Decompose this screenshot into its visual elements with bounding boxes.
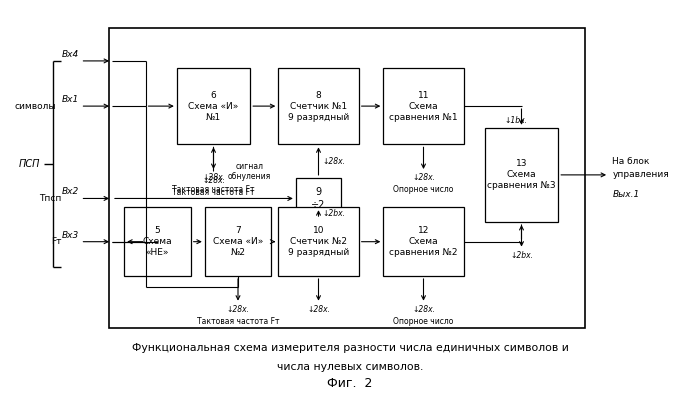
Text: 5
Схема
«НЕ»: 5 Схема «НЕ» [143, 226, 172, 257]
Text: 12
Схема
сравнения №2: 12 Схема сравнения №2 [389, 226, 458, 257]
Text: 6
Схема «И»
№1: 6 Схема «И» №1 [188, 90, 239, 122]
Bar [108, 28, 584, 328]
Bar [295, 178, 342, 219]
Text: управления: управления [612, 171, 669, 179]
Text: Вх4: Вх4 [62, 50, 79, 59]
Text: ↓1bх.: ↓1bх. [505, 116, 527, 125]
Text: Тпсп: Тпсп [39, 194, 62, 203]
Text: Вх1: Вх1 [62, 95, 79, 104]
Text: Опорное число: Опорное число [393, 317, 454, 325]
Bar [279, 208, 358, 276]
Text: Вых.1: Вых.1 [612, 190, 640, 199]
Bar [384, 68, 463, 144]
Text: ↓28х.: ↓28х. [202, 173, 225, 182]
Bar [176, 68, 251, 144]
Text: ПСП: ПСП [18, 159, 40, 169]
Text: Тактовая частота Fт: Тактовая частота Fт [197, 317, 279, 325]
Text: 9
÷2: 9 ÷2 [312, 187, 326, 209]
Text: 13
Схема
сравнения №3: 13 Схема сравнения №3 [487, 159, 556, 191]
Text: сигнал
обнуления: сигнал обнуления [228, 162, 272, 181]
Text: ↓28х.: ↓28х. [307, 305, 330, 314]
Text: Вх2: Вх2 [62, 187, 79, 196]
Text: Тактовая частота Fт: Тактовая частота Fт [172, 188, 255, 196]
Bar [279, 68, 358, 144]
Text: Вх3: Вх3 [62, 231, 79, 240]
Text: На блок: На блок [612, 157, 650, 165]
Text: ↓28х.: ↓28х. [227, 305, 249, 314]
Text: ↓2bх.: ↓2bх. [510, 251, 533, 260]
Text: числа нулевых символов.: числа нулевых символов. [276, 362, 424, 373]
Text: 8
Счетчик №1
9 разрядный: 8 Счетчик №1 9 разрядный [288, 90, 349, 122]
Bar [125, 208, 190, 276]
Text: Тактовая частота Fт: Тактовая частота Fт [172, 185, 255, 194]
Bar [484, 128, 559, 222]
Text: Fт: Fт [51, 237, 62, 246]
Text: ↓28х.: ↓28х. [322, 157, 345, 165]
Text: 7
Схема «И»
№2: 7 Схема «И» №2 [213, 226, 263, 257]
Text: Функциональная схема измерителя разности числа единичных символов и: Функциональная схема измерителя разности… [132, 343, 568, 353]
Text: символы: символы [15, 102, 56, 110]
Bar [384, 208, 463, 276]
Text: ↓28х.: ↓28х. [412, 173, 435, 182]
Text: Фиг.  2: Фиг. 2 [328, 376, 372, 390]
Text: ↓28х.: ↓28х. [412, 305, 435, 314]
Text: 10
Счетчик №2
9 разрядный: 10 Счетчик №2 9 разрядный [288, 226, 349, 257]
Text: ↓2bх.: ↓2bх. [322, 209, 345, 218]
Bar [205, 208, 272, 276]
Text: Опорное число: Опорное число [393, 185, 454, 194]
Text: 11
Схема
сравнения №1: 11 Схема сравнения №1 [389, 90, 458, 122]
Text: ↓28х.: ↓28х. [202, 176, 225, 185]
